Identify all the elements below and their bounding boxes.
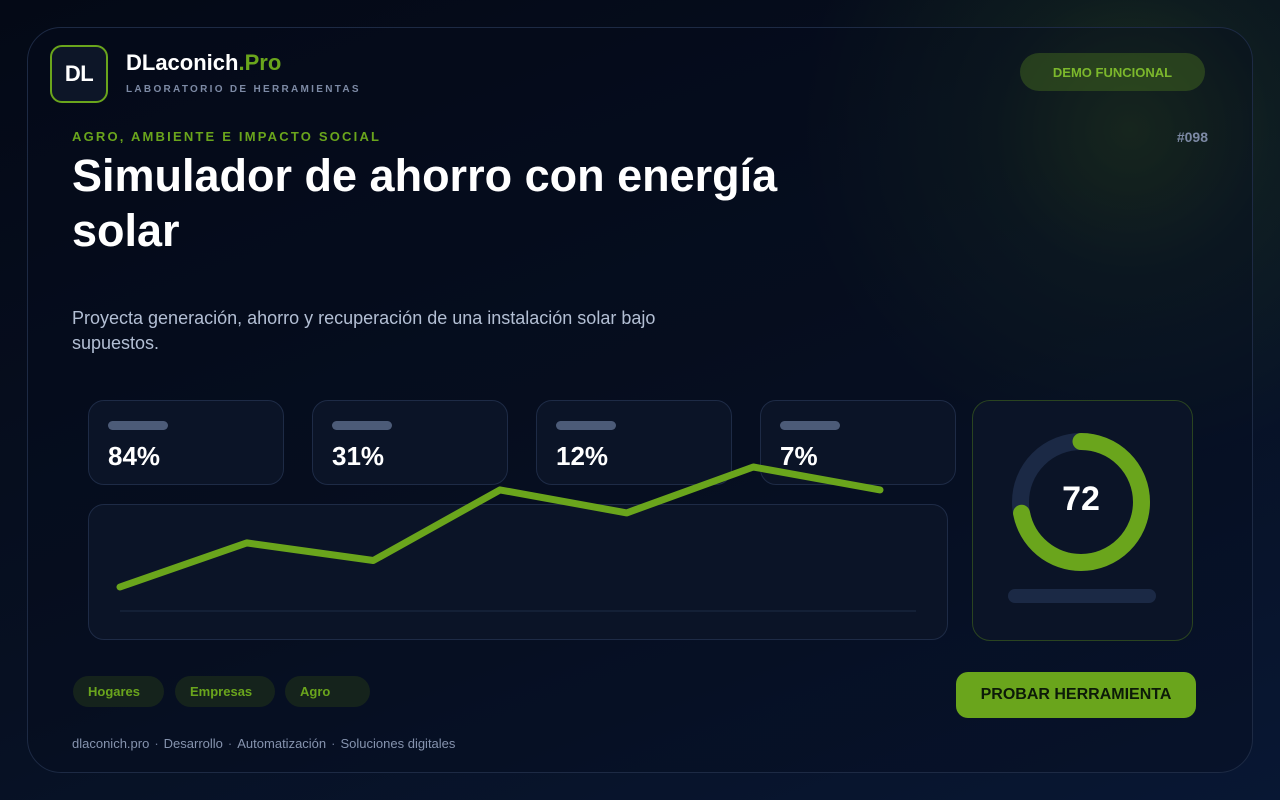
score-gauge bbox=[1012, 433, 1150, 571]
tool-description: Proyecta generación, ahorro y recuperaci… bbox=[72, 308, 656, 353]
footer-link-desarrollo[interactable]: Desarrollo bbox=[163, 736, 223, 751]
footer-separator: · bbox=[331, 736, 336, 751]
stat-value: 31% bbox=[332, 441, 385, 471]
footer-link-automatizacion[interactable]: Automatización bbox=[237, 736, 327, 751]
footer: dlaconich.pro · Desarrollo · Automatizació… bbox=[72, 736, 455, 751]
gauge-fill bbox=[1012, 433, 1150, 571]
brand-name: DLaconich.Pro bbox=[126, 50, 281, 76]
tool-id: #098 bbox=[1176, 129, 1208, 145]
brand-subtitle: LABORATORIO DE HERRAMIENTAS bbox=[126, 84, 361, 95]
score-label-placeholder bbox=[1008, 589, 1156, 603]
stat-card: 84% bbox=[88, 400, 284, 485]
stat-card: 31% bbox=[312, 400, 508, 485]
footer-link-soluciones[interactable]: Soluciones digitales bbox=[340, 736, 456, 751]
stat-label-placeholder bbox=[780, 421, 840, 430]
logo: DL bbox=[50, 45, 108, 103]
stat-label-placeholder bbox=[108, 421, 168, 430]
footer-link-site[interactable]: dlaconich.pro bbox=[72, 736, 150, 751]
stat-value: 84% bbox=[108, 441, 161, 471]
brand-name-main: DLaconich bbox=[126, 50, 239, 75]
try-tool-button[interactable]: PROBAR HERRAMIENTA bbox=[956, 672, 1196, 718]
page-title: Simulador de ahorro con energía solar bbox=[72, 150, 778, 256]
stat-card: 12% bbox=[536, 400, 732, 485]
tag-hogares: Hogares bbox=[73, 676, 164, 707]
demo-badge: DEMO FUNCIONAL bbox=[1020, 53, 1205, 91]
stat-label-placeholder bbox=[332, 421, 392, 430]
footer-separator: · bbox=[227, 736, 233, 751]
stat-value: 12% bbox=[556, 441, 609, 471]
chart-card bbox=[88, 504, 948, 640]
stat-card: 7% bbox=[760, 400, 956, 485]
score-value: 72 bbox=[1062, 480, 1100, 518]
tool-category: AGRO, AMBIENTE E IMPACTO SOCIAL bbox=[72, 129, 382, 144]
tag-agro: Agro bbox=[285, 676, 370, 707]
footer-separator: · bbox=[154, 736, 159, 751]
stat-label-placeholder bbox=[556, 421, 616, 430]
brand-name-accent: .Pro bbox=[238, 50, 282, 75]
stat-value: 7% bbox=[780, 441, 818, 471]
tag-empresas: Empresas bbox=[175, 676, 275, 707]
logo-text: DL bbox=[64, 61, 94, 86]
